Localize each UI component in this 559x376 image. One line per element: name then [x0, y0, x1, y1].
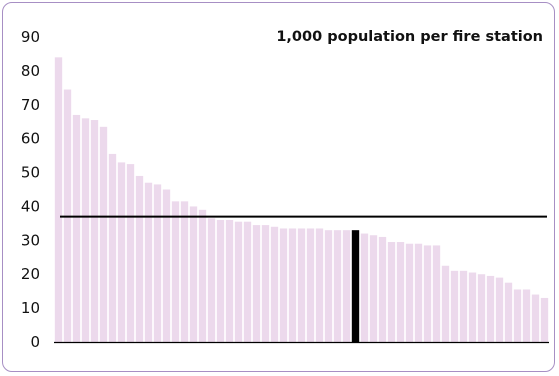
bar	[387, 242, 396, 342]
bar	[396, 242, 405, 342]
bar	[333, 230, 342, 342]
bar	[81, 118, 90, 342]
bar	[270, 226, 279, 342]
bar	[315, 228, 324, 342]
bar	[450, 270, 459, 342]
bar	[261, 225, 270, 342]
bar	[324, 230, 333, 342]
bar	[216, 220, 225, 342]
bar	[522, 289, 531, 342]
bar	[171, 201, 180, 342]
bar	[225, 220, 234, 342]
bar	[189, 206, 198, 342]
bar	[477, 274, 486, 342]
y-tick-label: 40	[21, 197, 40, 215]
bar	[468, 272, 477, 342]
bar	[432, 245, 441, 342]
bar	[162, 189, 171, 342]
highlighted-bar	[351, 230, 360, 342]
bar	[513, 289, 522, 342]
bar	[342, 230, 351, 342]
bar	[423, 245, 432, 342]
bar	[441, 265, 450, 342]
bar	[54, 57, 63, 342]
bar	[306, 228, 315, 342]
y-tick-label: 70	[21, 96, 40, 114]
bar	[90, 120, 99, 342]
bar	[243, 221, 252, 342]
bar	[297, 228, 306, 342]
y-tick-label: 80	[21, 62, 40, 80]
bar	[198, 209, 207, 342]
bar	[72, 114, 81, 342]
y-tick-label: 60	[21, 130, 40, 148]
bar	[486, 275, 495, 342]
y-axis-ticks: 0 10 20 30 40 50 60 70 80 90	[21, 28, 40, 351]
bar	[126, 164, 135, 342]
y-tick-label: 0	[30, 333, 40, 351]
bar	[108, 153, 117, 342]
bar	[540, 297, 549, 342]
y-tick-label: 10	[21, 299, 40, 317]
y-tick-label: 50	[21, 164, 40, 182]
bar	[180, 201, 189, 342]
bar	[360, 233, 369, 342]
bar	[207, 218, 216, 342]
bar	[378, 236, 387, 342]
bar	[117, 162, 126, 342]
bar	[252, 225, 261, 342]
bar	[495, 277, 504, 342]
y-tick-label: 90	[21, 28, 40, 46]
bar	[144, 182, 153, 342]
chart-title: 1,000 population per fire station	[276, 29, 543, 45]
bar	[531, 294, 540, 342]
bar	[405, 243, 414, 342]
y-tick-label: 30	[21, 231, 40, 249]
bar	[234, 221, 243, 342]
bar	[99, 126, 108, 342]
bar	[279, 228, 288, 342]
bars	[54, 57, 549, 342]
bar	[504, 282, 513, 342]
bar	[459, 270, 468, 342]
bar	[288, 228, 297, 342]
bar	[414, 243, 423, 342]
bar	[135, 175, 144, 342]
bar	[153, 184, 162, 342]
y-tick-label: 20	[21, 265, 40, 283]
bar	[369, 235, 378, 342]
